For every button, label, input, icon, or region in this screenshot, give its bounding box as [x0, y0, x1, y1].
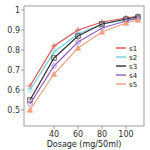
y-tick	[21, 10, 24, 11]
data-point	[76, 34, 80, 38]
legend-label: s2	[129, 54, 137, 62]
legend-label: s4	[129, 72, 138, 80]
data-point	[27, 101, 32, 106]
legend-swatch	[116, 65, 126, 66]
x-tick	[54, 126, 55, 129]
x-tick-label: 60	[73, 130, 83, 139]
y-tick	[21, 50, 24, 51]
y-tick	[21, 90, 24, 91]
series-line	[30, 17, 138, 100]
y-tick-label: 0.7	[7, 66, 20, 75]
legend-swatch	[116, 83, 126, 84]
y-tick-label: 0.6	[7, 86, 20, 95]
legend-swatch	[116, 47, 126, 48]
x-tick-label: 100	[118, 130, 133, 139]
plot-frame	[24, 6, 144, 126]
data-point	[51, 71, 56, 76]
data-point	[99, 29, 104, 34]
series-line	[30, 18, 138, 104]
data-point	[51, 43, 57, 49]
data-point	[75, 45, 80, 50]
y-tick	[21, 30, 24, 31]
y-tick-label: 1	[15, 6, 20, 15]
x-tick	[78, 126, 79, 129]
y-tick	[21, 110, 24, 111]
x-tick	[102, 126, 103, 129]
legend-swatch	[116, 56, 126, 57]
legend-swatch	[116, 74, 126, 75]
chart: 40 60 80 100 0.5 0.6 0.7 0.8 0.9 1 Dosage (mg/50ml…	[0, 0, 150, 150]
y-tick-label: 0.9	[7, 26, 20, 35]
data-point	[27, 107, 32, 112]
data-point	[52, 56, 56, 60]
x-axis-label: Dosage (mg/50ml)	[47, 140, 122, 149]
legend-label: s5	[129, 81, 137, 89]
x-tick-label: 80	[97, 130, 107, 139]
y-tick-label: 0.8	[7, 46, 20, 55]
data-point	[135, 17, 140, 22]
series-line	[30, 16, 138, 86]
data-point	[123, 20, 128, 25]
legend: s1s2s3s4s5	[116, 45, 138, 89]
data-point	[75, 39, 80, 44]
legend-label: s3	[129, 63, 137, 71]
y-tick	[21, 70, 24, 71]
plot-area	[27, 13, 141, 112]
data-point	[28, 88, 32, 92]
x-tick-label: 40	[49, 130, 59, 139]
data-point	[52, 50, 56, 54]
data-point	[51, 63, 56, 68]
legend-label: s1	[129, 45, 137, 53]
y-tick-label: 0.5	[7, 106, 20, 115]
x-tick	[126, 126, 127, 129]
series-line	[30, 20, 138, 110]
